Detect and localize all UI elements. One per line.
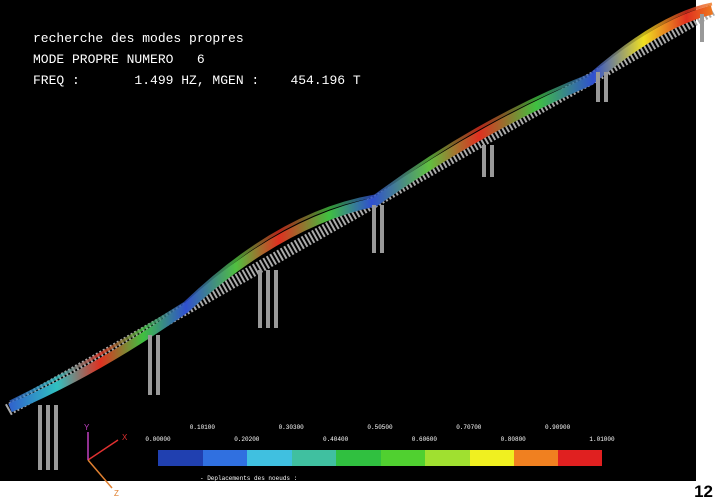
colorbar-label: 1.01000 bbox=[589, 436, 615, 443]
title: recherche des modes propres bbox=[33, 31, 244, 46]
colorbar-label: 0.00000 bbox=[145, 436, 171, 443]
axis-y: Y bbox=[84, 423, 90, 432]
axis-z: Z bbox=[114, 489, 119, 498]
colorbar-label: 0.70700 bbox=[456, 424, 482, 431]
frequency: FREQ : 1.499 HZ, MGEN : 454.196 T bbox=[33, 73, 361, 88]
colorbar-label: 0.90900 bbox=[545, 424, 571, 431]
colorbar-label: 0.20200 bbox=[234, 436, 260, 443]
colorbar-label: 0.60600 bbox=[412, 436, 438, 443]
colorbar-label: 0.40400 bbox=[323, 436, 349, 443]
colorbar bbox=[158, 450, 602, 466]
colorbar-label: 0.80800 bbox=[501, 436, 527, 443]
axis-x: X bbox=[122, 433, 128, 442]
figure: recherche des modes propres MODE PROPRE … bbox=[0, 0, 715, 501]
mode-number: MODE PROPRE NUMERO 6 bbox=[33, 52, 205, 67]
colorbar-label: 0.30300 bbox=[279, 424, 305, 431]
colorbar-label: 0.50500 bbox=[367, 424, 393, 431]
colorbar-label: 0.10100 bbox=[190, 424, 216, 431]
figure-number: 12 bbox=[694, 482, 713, 501]
page: {"header": {"line1": "recherche des mode… bbox=[0, 0, 715, 501]
colorbar-caption: - Deplacements des noeuds : bbox=[200, 475, 297, 482]
